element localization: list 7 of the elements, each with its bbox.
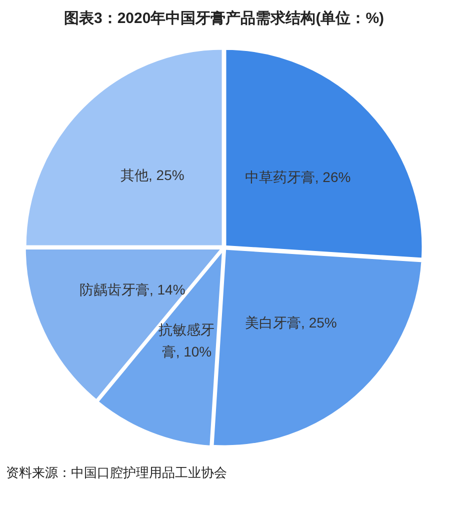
slice-label: 防龋齿牙膏, 14%: [79, 281, 186, 298]
chart-title: 图表3：2020年中国牙膏产品需求结构(单位：%): [64, 10, 384, 28]
text: 资料来源：中国口腔护理用品工业协会: [6, 465, 227, 480]
slice-label: 美白牙膏, 25%: [245, 314, 337, 330]
slice-label: 中草药牙膏, 26%: [244, 169, 351, 186]
slice-label: 抗敏感牙膏, 10%: [158, 322, 215, 360]
slice-label: 其他, 25%: [120, 166, 184, 183]
